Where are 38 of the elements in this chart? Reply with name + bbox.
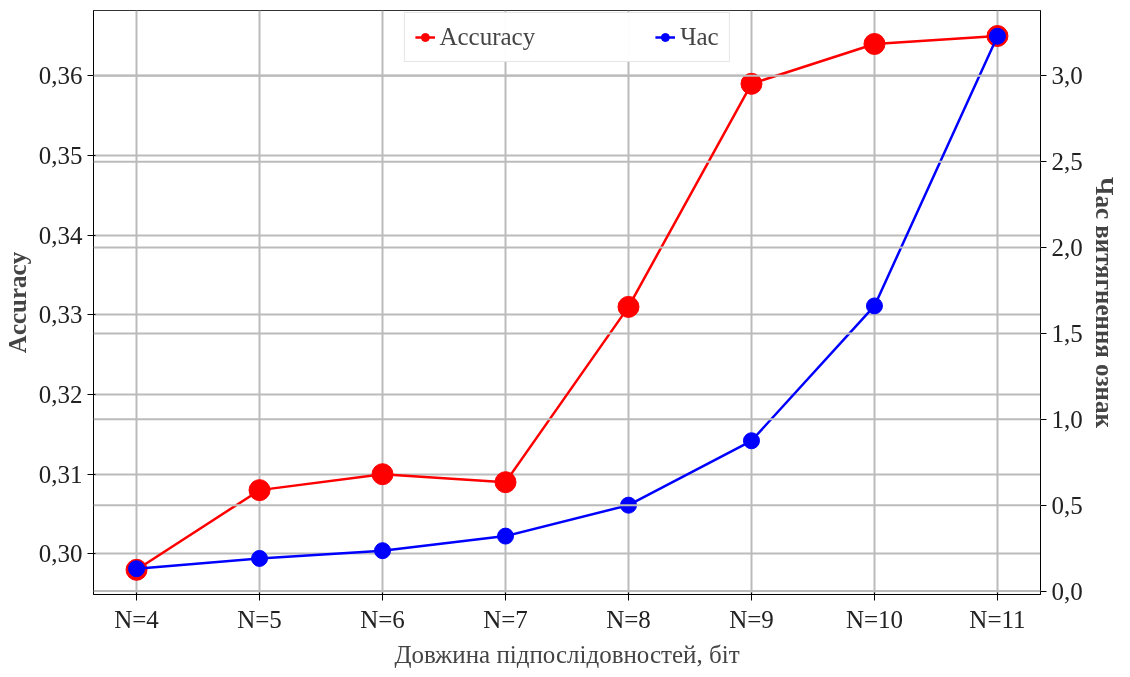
- legend-label: Accuracy: [439, 23, 536, 51]
- y2-tick-label: 1,5: [1051, 319, 1083, 347]
- x-tick-label: N=10: [845, 605, 904, 633]
- x-tick-label: N=5: [237, 605, 282, 633]
- point: [865, 297, 883, 315]
- y2-tick-label: 0,5: [1051, 491, 1083, 519]
- x-tick-label: N=8: [606, 605, 651, 633]
- x-tick-label: N=7: [483, 605, 528, 633]
- y-tick-label: 0,33: [38, 301, 83, 329]
- y2-axis-title: Час витягнення ознак: [1090, 177, 1118, 429]
- y2-tick-label: 0,0: [1051, 577, 1083, 605]
- x-tick-label: N=11: [969, 605, 1026, 633]
- x-tick-label: N=4: [114, 605, 160, 633]
- y-tick-label: 0,36: [38, 62, 83, 90]
- y2-tick-label: 3,0: [1051, 62, 1083, 90]
- point: [497, 527, 515, 545]
- point: [742, 432, 760, 450]
- y-tick-label: 0,35: [38, 142, 83, 169]
- x-axis-title: Довжина підпослідовностей, біт: [394, 640, 740, 668]
- y2-tick-label: 1,0: [1051, 405, 1083, 433]
- y-tick-label: 0,30: [38, 540, 83, 568]
- x-tick-label: N=6: [360, 605, 405, 633]
- point: [251, 549, 269, 567]
- point: [617, 295, 640, 318]
- legend-label: Час: [680, 23, 719, 51]
- point: [374, 542, 392, 560]
- y2-tick-label: 2,0: [1051, 234, 1083, 262]
- point: [248, 479, 271, 502]
- point: [371, 463, 394, 486]
- point: [863, 32, 886, 55]
- point: [494, 471, 517, 494]
- y-tick-label: 0,31: [38, 460, 83, 488]
- x-tick-label: N=9: [729, 605, 774, 633]
- y-axis-title: Accuracy: [3, 251, 31, 354]
- point: [740, 72, 763, 95]
- y-tick-label: 0,34: [38, 221, 83, 249]
- y-tick-label: 0,32: [38, 381, 83, 409]
- y2-tick-label: 2,5: [1051, 148, 1083, 176]
